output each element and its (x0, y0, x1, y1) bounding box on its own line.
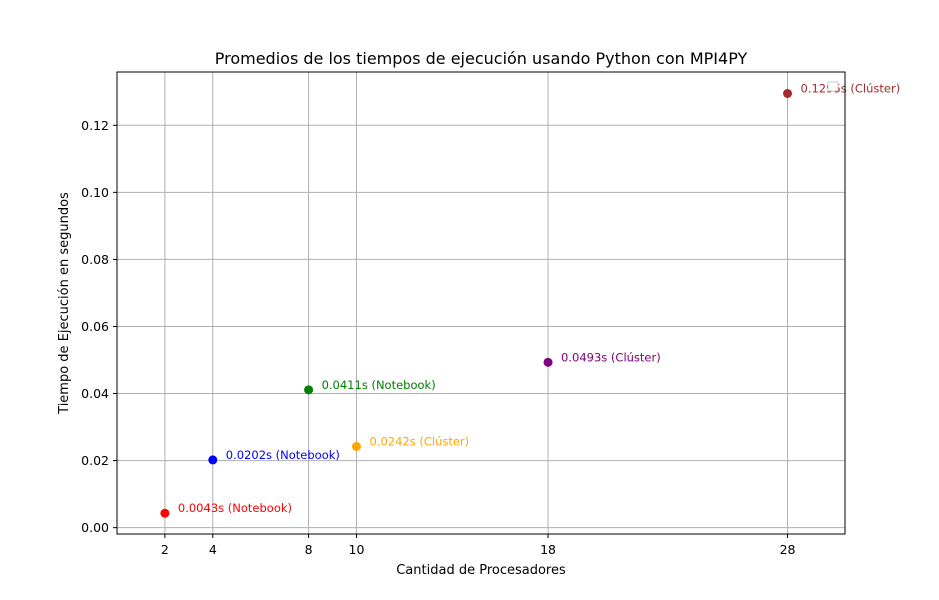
data-point (208, 455, 218, 465)
data-points (160, 88, 793, 518)
y-tick-label: 0.00 (81, 520, 109, 535)
annotations: 0.0043s (Notebook) 0.0202s (Notebook) 0.04… (178, 81, 900, 515)
y-axis-label: Tiempo de Ejecución en segundos (57, 192, 72, 415)
x-tick-label: 18 (540, 542, 556, 557)
chart-title: Promedios de los tiempos de ejecución us… (215, 49, 748, 68)
data-point (543, 357, 553, 367)
data-point (351, 441, 361, 451)
x-tick-label: 8 (305, 542, 313, 557)
x-tick-label: 4 (209, 542, 217, 557)
data-label: 0.0202s (Notebook) (226, 448, 340, 462)
plot-area-frame (116, 71, 846, 535)
x-axis-label: Cantidad de Procesadores (396, 563, 566, 578)
x-axis-ticks: 2 4 8 10 18 28 (161, 534, 796, 557)
empty-legend-box (827, 81, 839, 92)
data-label: 0.0043s (Notebook) (178, 501, 292, 515)
y-tick-label: 0.04 (81, 386, 109, 401)
data-point (304, 385, 314, 395)
data-label: 0.0242s (Clúster) (369, 434, 469, 448)
y-tick-label: 0.08 (81, 252, 109, 267)
x-tick-label: 28 (780, 542, 796, 557)
y-tick-label: 0.02 (81, 453, 109, 468)
x-tick-label: 2 (161, 542, 169, 557)
data-point (783, 88, 793, 98)
data-label: 0.1295s (Clúster) (801, 81, 901, 95)
x-tick-label: 10 (349, 542, 365, 557)
data-label: 0.0493s (Clúster) (561, 350, 661, 364)
data-label: 0.0411s (Notebook) (322, 378, 436, 392)
y-tick-label: 0.06 (81, 319, 109, 334)
y-axis-ticks: 0.00 0.02 0.04 0.06 0.08 0.10 0.12 (81, 118, 117, 535)
grid (117, 72, 845, 534)
y-tick-label: 0.10 (81, 185, 109, 200)
y-tick-label: 0.12 (81, 118, 109, 133)
data-point (160, 508, 170, 518)
